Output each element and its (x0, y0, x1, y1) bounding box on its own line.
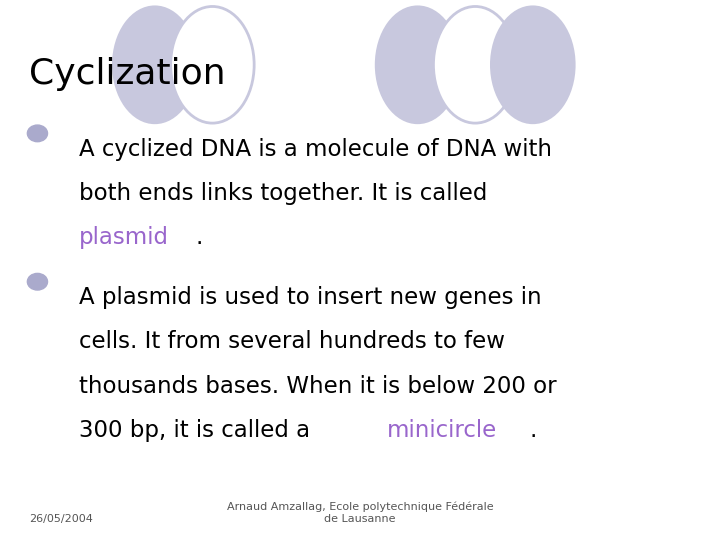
Text: plasmid: plasmid (79, 226, 169, 249)
Text: thousands bases. When it is below 200 or: thousands bases. When it is below 200 or (79, 375, 557, 397)
Ellipse shape (113, 6, 197, 123)
Text: Cyclization: Cyclization (29, 57, 225, 91)
Text: both ends links together. It is called: both ends links together. It is called (79, 182, 487, 205)
Text: Arnaud Amzallag, Ecole polytechnique Fédérale
de Lausanne: Arnaud Amzallag, Ecole polytechnique Féd… (227, 502, 493, 524)
Ellipse shape (27, 273, 48, 290)
Text: .: . (529, 419, 536, 442)
Ellipse shape (433, 6, 517, 123)
Text: minicircle: minicircle (387, 419, 497, 442)
Ellipse shape (27, 125, 48, 141)
Ellipse shape (376, 6, 459, 123)
Ellipse shape (491, 6, 575, 123)
Text: A plasmid is used to insert new genes in: A plasmid is used to insert new genes in (79, 286, 542, 309)
Text: .: . (195, 226, 203, 249)
Ellipse shape (171, 6, 254, 123)
Text: 26/05/2004: 26/05/2004 (29, 514, 93, 524)
Text: cells. It from several hundreds to few: cells. It from several hundreds to few (79, 330, 505, 353)
Text: 300 bp, it is called a: 300 bp, it is called a (79, 419, 318, 442)
Text: A cyclized DNA is a molecule of DNA with: A cyclized DNA is a molecule of DNA with (79, 138, 552, 161)
